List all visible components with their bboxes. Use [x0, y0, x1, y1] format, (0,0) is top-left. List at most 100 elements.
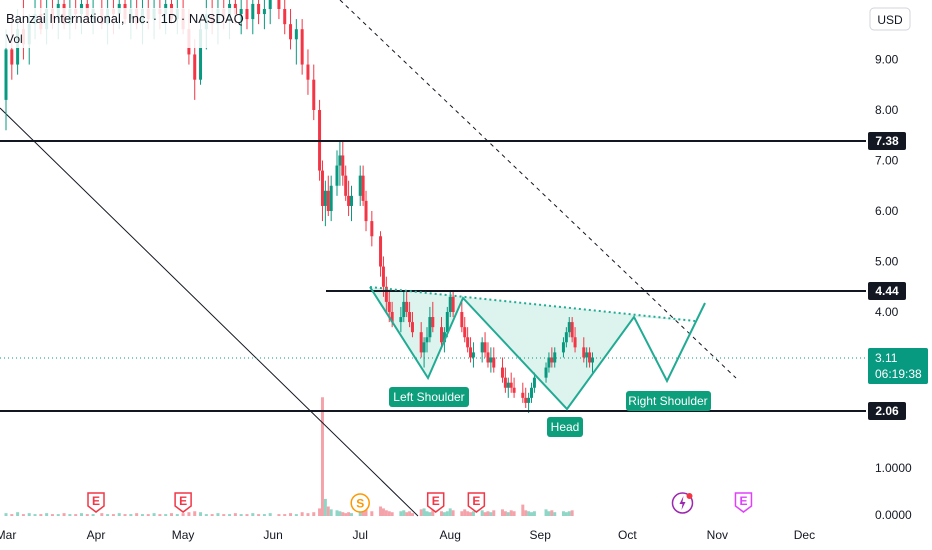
currency-button[interactable]: USD [869, 7, 911, 31]
volume-bar [503, 511, 507, 516]
volume-bar [553, 512, 557, 516]
candle-body [283, 9, 287, 25]
volume-bar [16, 512, 20, 516]
candle-body [425, 337, 429, 343]
volume-bar [448, 508, 452, 516]
volume-bar [74, 514, 78, 516]
time-axis[interactable]: Mar Apr May Jun Jul Aug Sep Oct Nov Dec [0, 528, 815, 542]
volume-bar [4, 513, 8, 516]
head-and-shoulders-pattern[interactable] [369, 286, 706, 411]
event-marker-split[interactable]: S [350, 493, 370, 513]
volume-bar [222, 514, 226, 516]
left-shoulder-text: Left Shoulder [393, 390, 464, 404]
volume-bar [91, 514, 95, 516]
event-marker-earnings[interactable]: E [467, 492, 486, 513]
volume-bar [239, 514, 243, 516]
candle-body [344, 175, 348, 196]
volume-axis-max: 1.0000 [875, 461, 912, 475]
event-letter: E [739, 494, 747, 508]
current-price-value: 3.11 [875, 351, 898, 365]
volume-bar [111, 514, 115, 516]
volume-bar [79, 513, 83, 516]
volume-bar [361, 511, 365, 516]
y-tick-label: 7.00 [875, 154, 899, 168]
volume-bar [425, 511, 429, 516]
event-letter: E [472, 494, 480, 508]
volume-bar [570, 510, 574, 516]
candle-body [585, 352, 589, 358]
volume-bar [347, 512, 351, 516]
candle-body [422, 342, 426, 353]
candle-body [10, 49, 14, 65]
x-tick-label: Jul [353, 528, 368, 542]
volume-bar [129, 514, 133, 516]
volume-bar [547, 511, 551, 516]
left-shoulder-label[interactable]: Left Shoulder [389, 387, 469, 407]
candle-body [361, 175, 365, 201]
candle-body [483, 342, 487, 353]
descending-trendline[interactable] [0, 107, 419, 517]
volume-bar [233, 513, 237, 516]
volume-bar [350, 513, 354, 516]
volume-bar [338, 511, 342, 516]
volume-bar [329, 509, 333, 516]
volume-bar [158, 514, 162, 516]
x-tick-label: May [172, 528, 195, 542]
x-tick-label: Aug [440, 528, 461, 542]
currency-label: USD [877, 13, 903, 27]
price-axis[interactable]: USD 9.00 8.00 7.00 6.00 5.00 4.00 7.38 4.44 2… [866, 0, 932, 550]
candle-body [460, 312, 464, 328]
candle-body [251, 3, 255, 20]
volume-bar [323, 498, 327, 516]
candle-body [320, 170, 324, 206]
event-marker-upcoming-earnings[interactable]: E [734, 492, 753, 513]
event-marker-upcoming[interactable] [671, 492, 694, 514]
volume-bar [140, 514, 144, 516]
volume-bar [492, 510, 496, 516]
volume-bar [146, 514, 150, 516]
volume-bar [39, 514, 43, 516]
volume-bar [440, 511, 444, 516]
candle-body [492, 357, 496, 368]
candle-body [532, 377, 536, 388]
candle-body [338, 155, 342, 166]
volume-bar [419, 509, 423, 516]
right-shoulder-label[interactable]: Right Shoulder [626, 391, 711, 411]
tag-7-38-text: 7.38 [875, 134, 899, 148]
dashed-resistance-trendline[interactable] [339, 0, 737, 379]
volume-bar [251, 513, 255, 516]
candle-body [530, 387, 534, 398]
volume-bar [117, 513, 121, 516]
event-marker-earnings[interactable]: E [87, 492, 105, 513]
volume-bar [62, 513, 66, 516]
volume-bar [306, 513, 310, 516]
candle-body [387, 301, 391, 312]
candle-body [440, 327, 444, 343]
event-marker-earnings[interactable]: E [174, 492, 192, 513]
volume-bar [387, 511, 391, 516]
volume-bar [257, 514, 261, 516]
volume-bar [402, 510, 406, 516]
volume-bar [567, 511, 571, 516]
y-tick-label: 9.00 [875, 53, 899, 67]
volume-bar [312, 512, 316, 516]
volume-bar [500, 509, 504, 516]
head-label[interactable]: Head [547, 417, 583, 437]
x-tick-label: Dec [794, 528, 815, 542]
volume-bar [550, 510, 554, 516]
candle-body [4, 49, 8, 100]
candle-body [509, 382, 513, 388]
volume-bar [524, 510, 528, 516]
candle-body [379, 236, 383, 267]
candle-body [469, 347, 473, 358]
volume-bar [199, 512, 203, 516]
volume-bar [204, 514, 208, 516]
volume-bar [85, 514, 89, 516]
volume-bar [521, 504, 525, 516]
x-tick-label: Nov [707, 528, 728, 542]
event-marker-earnings[interactable]: E [426, 492, 445, 513]
volume-bar [390, 512, 394, 516]
candle-body [381, 266, 385, 287]
